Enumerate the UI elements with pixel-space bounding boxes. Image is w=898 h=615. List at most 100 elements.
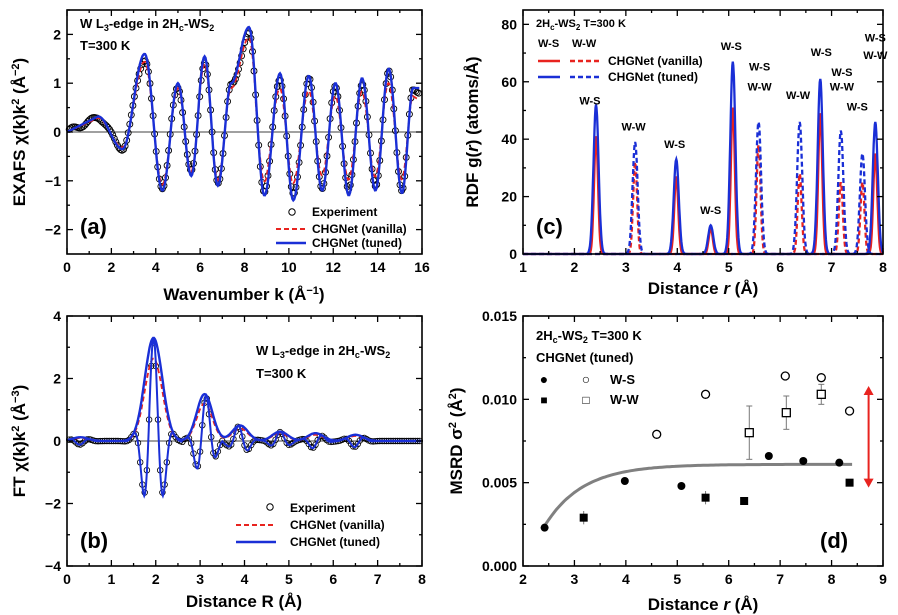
x-tick-label: 5 <box>725 259 733 275</box>
x-tick-label: 8 <box>418 571 426 587</box>
x-tick-label: 0 <box>63 259 71 275</box>
experiment-point <box>318 185 326 193</box>
y-tick-label: −1 <box>45 173 61 189</box>
legend-experiment-marker <box>288 208 296 216</box>
panel-d-data <box>540 371 874 532</box>
peak-label: W-S <box>749 61 770 73</box>
peak-label: W-W <box>863 50 888 62</box>
ws-filled-point <box>764 452 773 460</box>
x-tick-label: 5 <box>673 571 681 587</box>
panel-a-ylabel: EXAFS χ(k)k2 (Å−2) <box>10 58 29 206</box>
y-tick-label: 0.010 <box>482 391 517 407</box>
fit-curve <box>542 462 853 529</box>
peak-label: W-S <box>579 96 600 108</box>
y-tick-label: 0 <box>53 433 61 449</box>
ws-open-point <box>780 371 790 381</box>
ws-filled-point <box>540 523 549 532</box>
ws-filled-point <box>677 482 686 490</box>
legend-header-ws: W-S <box>538 38 559 50</box>
x-tick-label: 0 <box>63 571 71 587</box>
y-tick-label: 40 <box>501 131 517 147</box>
x-tick-label: 7 <box>828 259 836 275</box>
x-tick-label: 3 <box>571 571 579 587</box>
ww-filled-point <box>701 493 710 502</box>
legend-tuned: CHGNet (tuned) <box>290 535 380 549</box>
x-tick-label: 9 <box>879 571 887 587</box>
experiment-point <box>314 436 321 444</box>
panel-d-title: 2Hc-WS2 T=300 K <box>536 328 642 345</box>
x-tick-label: 6 <box>329 571 337 587</box>
x-tick-label: 6 <box>196 259 204 275</box>
legend-header-ww: W-W <box>572 38 597 50</box>
panel-a-title-line2: T=300 K <box>80 38 131 53</box>
panel-b-title-line2: T=300 K <box>256 366 307 381</box>
panel-b-legend: Experiment CHGNet (vanilla) CHGNet (tune… <box>236 501 385 549</box>
x-tick-label: 2 <box>571 259 579 275</box>
x-tick-label: 3 <box>622 259 630 275</box>
peak-label: W-S <box>664 139 685 151</box>
panel-b-title-line1: W L3-edge in 2Hc-WS2 <box>256 343 390 360</box>
x-tick-label: 4 <box>673 259 681 275</box>
panel-d-xlabel: Distance r (Å) <box>648 595 759 614</box>
ww-filled-point <box>740 497 749 505</box>
ws-open-point <box>652 429 662 439</box>
experiment-point <box>79 440 86 447</box>
x-tick-label: 7 <box>374 571 382 587</box>
x-tick-label: 14 <box>370 259 386 275</box>
y-tick-label: −4 <box>45 558 61 574</box>
panel-d-ylabel: MSRD σ2 (Å2) <box>447 388 466 495</box>
legend-vanilla: CHGNet (vanilla) <box>312 222 407 236</box>
legend-ws-open-marker: ○ <box>582 371 590 387</box>
panel-c-label: (c) <box>536 214 563 239</box>
experiment-point <box>227 441 235 448</box>
peak-label: W-W <box>786 90 811 102</box>
tuned-real-part <box>66 337 422 499</box>
tuned-ww-line <box>523 121 883 256</box>
panel-c-xlabel: Distance r (Å) <box>648 279 759 298</box>
ws-open-point <box>700 389 711 399</box>
ws-filled-point <box>620 477 629 485</box>
x-tick-label: 16 <box>414 259 430 275</box>
legend-ww-label: W-W <box>610 392 639 407</box>
x-tick-label: 1 <box>519 259 527 275</box>
legend-ww-open-marker: □ <box>582 393 589 407</box>
legend-ws-label: W-S <box>610 372 635 387</box>
legend-experiment-marker <box>266 503 274 511</box>
x-tick-label: 2 <box>152 571 160 587</box>
x-tick-label: 4 <box>622 571 630 587</box>
panel-a-title-line1: W L3-edge in 2Hc-WS2 <box>80 16 214 33</box>
panel-c-ylabel: RDF g(r) (atoms/Å) <box>463 56 482 207</box>
x-tick-label: 10 <box>281 259 297 275</box>
panel-c-legend: W-S W-W CHGNet (vanilla) CHGNet (tuned) <box>538 38 703 84</box>
y-tick-label: 20 <box>501 189 517 205</box>
legend-ws-filled-marker: ● <box>540 371 548 387</box>
panel-a-xlabel: Wavenumber k (Å−1) <box>163 285 324 304</box>
x-tick-label: 8 <box>879 259 887 275</box>
peak-label: W-S <box>700 205 721 217</box>
y-tick-label: 60 <box>501 74 517 90</box>
y-tick-label: 4 <box>53 308 61 324</box>
legend-tuned: CHGNet (tuned) <box>608 70 698 84</box>
ws-filled-point <box>799 457 808 465</box>
ww-open-point <box>816 389 826 399</box>
peak-label: W-W <box>621 122 646 134</box>
x-tick-label: 1 <box>107 571 115 587</box>
y-tick-label: 0 <box>509 246 517 262</box>
panel-d: 2 3 4 5 6 7 8 9 0.000 0.005 0.010 0.015 2Hc-WS2 T=3… <box>447 308 887 614</box>
ww-open-point <box>781 408 791 418</box>
x-tick-label: 2 <box>107 259 115 275</box>
x-tick-label: 6 <box>725 571 733 587</box>
range-arrow-head-bottom <box>863 478 874 488</box>
x-tick-label: 7 <box>776 571 784 587</box>
vanilla-line <box>66 36 420 186</box>
ww-filled-point <box>579 513 588 522</box>
experiment-series <box>65 339 423 496</box>
peak-label: W-S <box>831 67 852 79</box>
panel-a-legend: Experiment CHGNet (vanilla) CHGNet (tune… <box>276 205 407 250</box>
panel-b: 0 1 2 3 4 5 6 7 8 −4 −2 0 2 4 W L3-edge in 2Hc-WS2 T=… <box>10 308 426 611</box>
experiment-point <box>283 439 290 447</box>
